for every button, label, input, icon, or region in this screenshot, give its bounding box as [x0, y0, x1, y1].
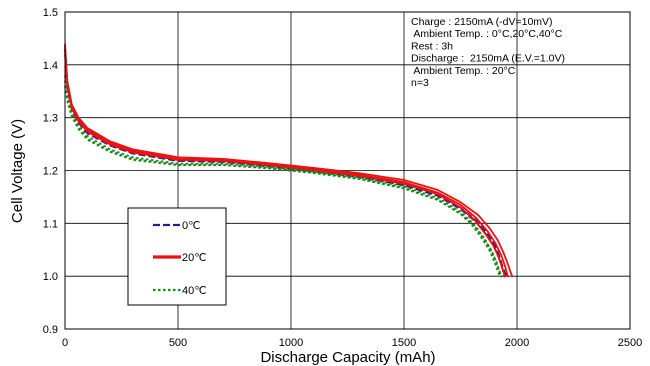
y-tick-label: 1.0 [43, 271, 58, 283]
annotation-line: n=3 [411, 77, 429, 89]
test-conditions-annotation: Charge : 2150mA (-dV=10mV) Ambient Temp.… [411, 16, 565, 89]
legend: 0℃ 20℃ 40℃ [127, 207, 227, 306]
y-tick-labels: 0.9 1.0 1.1 1.2 1.3 1.4 1.5 [43, 7, 58, 336]
y-tick-label: 1.5 [43, 7, 58, 19]
annotation-line: Ambient Temp. : 20°C [411, 65, 516, 77]
x-tick-label: 500 [169, 337, 187, 349]
x-tick-label: 0 [62, 337, 68, 349]
legend-label: 40℃ [182, 285, 207, 297]
series-line-40℃-1 [64, 75, 503, 278]
series-line-20℃-2 [64, 46, 509, 278]
annotation-line: Charge : 2150mA (-dV=10mV) [411, 16, 553, 28]
x-tick-label: 1500 [392, 337, 416, 349]
annotation-line: Rest : 3h [411, 40, 453, 52]
legend-label: 0℃ [182, 220, 200, 232]
y-axis-label: Cell Voltage (V) [9, 119, 26, 223]
x-tick-labels: 0 500 1000 1500 2000 2500 [62, 337, 642, 349]
y-tick-label: 1.2 [43, 166, 58, 178]
legend-label: 20℃ [182, 252, 207, 264]
series-line-40℃-3 [64, 85, 504, 278]
annotation-line: Discharge : 2150mA (E.V.=1.0V) [411, 53, 565, 65]
y-tick-label: 1.4 [43, 60, 58, 72]
series-line-20℃-3 [64, 48, 507, 278]
y-tick-label: 1.1 [43, 218, 58, 230]
series-lines [64, 43, 514, 278]
y-tick-label: 0.9 [43, 324, 58, 336]
x-tick-label: 2500 [618, 337, 642, 349]
x-tick-label: 2000 [505, 337, 529, 349]
x-tick-label: 1000 [279, 337, 303, 349]
plot-frame [64, 11, 631, 330]
series-line-20℃-1 [64, 43, 514, 278]
x-axis-label: Discharge Capacity (mAh) [260, 349, 435, 366]
annotation-line: Ambient Temp. : 0°C,20°C,40°C [411, 28, 563, 40]
y-tick-label: 1.3 [43, 113, 58, 125]
